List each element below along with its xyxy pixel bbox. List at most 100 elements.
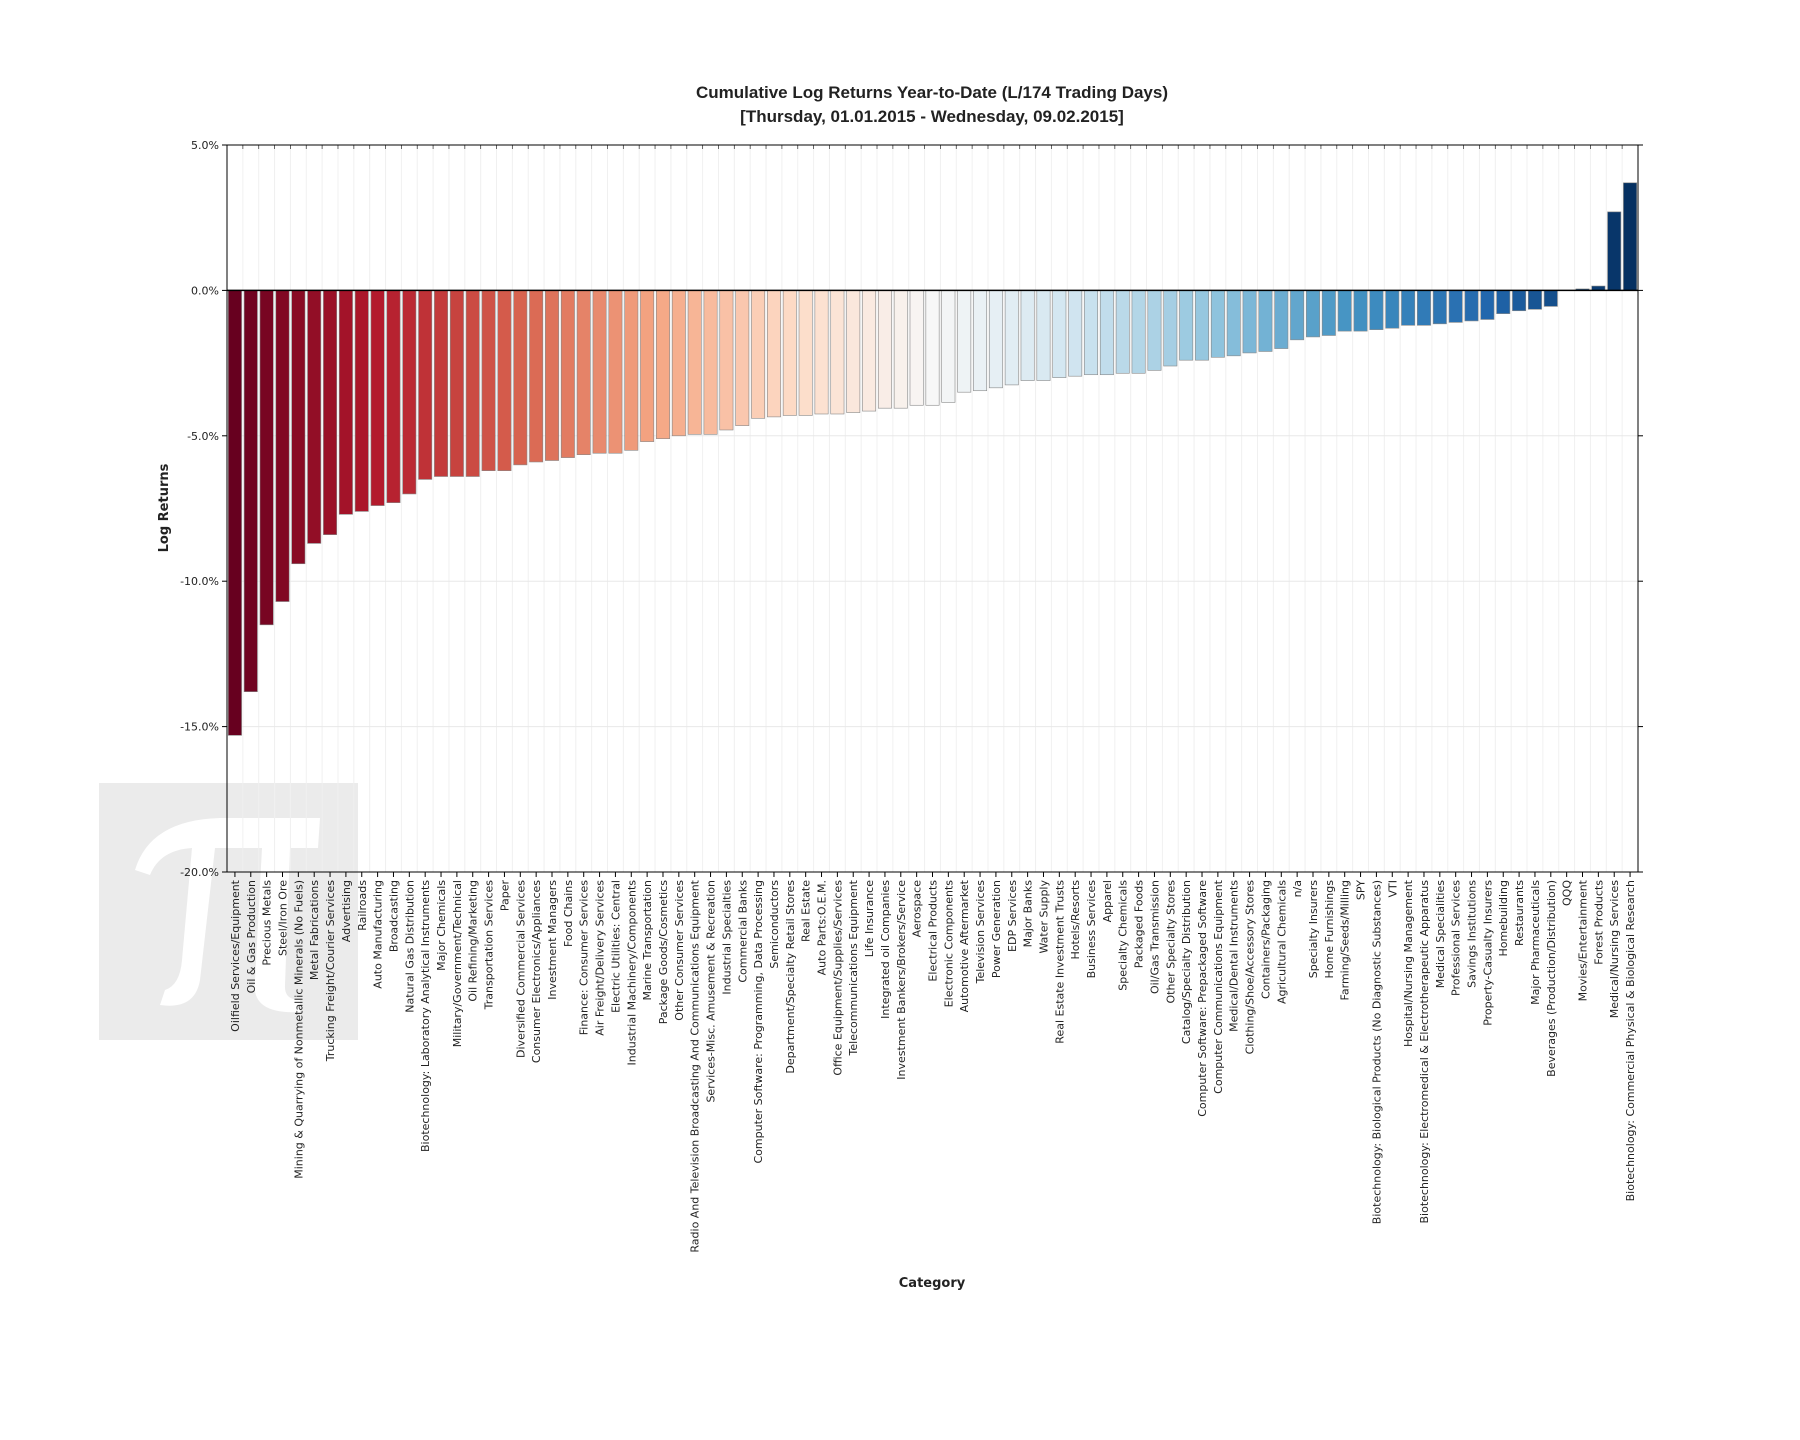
x-tick-label: Semiconductors <box>768 880 781 969</box>
x-tick-label: Biotechnology: Laboratory Analytical Ins… <box>419 880 432 1152</box>
bar <box>513 290 528 466</box>
bar <box>275 290 290 602</box>
x-tick-label: Transportation Services <box>483 880 496 1011</box>
x-tick-label: Homebuilding <box>1497 880 1510 957</box>
bar <box>671 290 686 437</box>
bar <box>1210 290 1225 358</box>
x-tick-label: Specialty Chemicals <box>1117 880 1130 991</box>
x-tick-label: Home Furnishings <box>1323 880 1336 979</box>
x-tick-label: Movies/Entertainment <box>1577 879 1590 1001</box>
x-tick-label: Hotels/Resorts <box>1069 880 1082 960</box>
bar <box>592 290 607 454</box>
x-tick-label: Integrated oil Companies <box>879 880 892 1019</box>
x-tick-label: Business Services <box>1085 880 1098 979</box>
bar <box>973 290 988 392</box>
x-tick-label: Oil & Gas Production <box>245 880 258 993</box>
x-tick-label: Television Services <box>974 880 987 985</box>
x-tick-label: Real Estate <box>800 880 813 942</box>
y-tick-label: -5.0% <box>187 430 219 443</box>
x-tick-label: Medical Specialities <box>1434 880 1447 988</box>
bar <box>1131 290 1146 374</box>
x-tick-label: Military/Government/Technical <box>451 880 464 1047</box>
bar <box>1385 290 1400 329</box>
x-tick-label: Investment Managers <box>546 880 559 1000</box>
bar <box>941 290 956 403</box>
x-tick-label: Medical/Nursing Services <box>1608 880 1621 1018</box>
bar <box>497 290 512 471</box>
x-tick-label: Paper <box>498 880 511 912</box>
x-tick-label: Computer Software: Programming, Data Pro… <box>752 880 765 1164</box>
bar <box>877 290 892 409</box>
x-tick-label: Medical/Dental Instruments <box>1228 880 1241 1032</box>
bar <box>1512 290 1527 312</box>
x-tick-label: Diversified Commercial Services <box>514 880 527 1058</box>
x-tick-label: Other Consumer Services <box>673 880 686 1021</box>
bar <box>1480 290 1495 320</box>
x-tick-label: Commercial Banks <box>736 880 749 983</box>
x-tick-label: Railroads <box>356 880 369 931</box>
bar <box>354 290 369 512</box>
bar <box>1607 211 1622 291</box>
x-tick-label: Trucking Freight/Courier Services <box>324 880 337 1063</box>
x-tick-label: Auto Parts:O.E.M. <box>816 880 829 975</box>
bar <box>846 290 861 413</box>
x-tick-label: Electric Utilities: Central <box>609 880 622 1013</box>
bar <box>798 290 813 416</box>
x-tick-label: Major Pharmaceuticals <box>1529 880 1542 1005</box>
x-tick-label: Forest Products <box>1592 880 1605 965</box>
y-tick-label: -10.0% <box>180 575 219 588</box>
bar <box>259 290 274 626</box>
x-tick-label: Oilfield Services/Equipment <box>229 879 242 1031</box>
bar <box>529 290 544 463</box>
bar <box>925 290 940 406</box>
x-tick-label: Farming/Seeds/Milling <box>1339 880 1352 1000</box>
x-tick-label: EDP Services <box>1006 880 1019 952</box>
y-tick-label: -15.0% <box>180 721 219 734</box>
watermark-logo <box>135 818 320 1013</box>
bar <box>1448 290 1463 323</box>
x-tick-label: Restaurants <box>1513 880 1526 946</box>
x-tick-label: Investment Bankers/Brokers/Service <box>895 880 908 1080</box>
x-tick-label: n/a <box>1291 880 1304 897</box>
bar <box>1527 290 1542 310</box>
y-tick-label: -20.0% <box>180 866 219 879</box>
bar <box>560 290 575 458</box>
bar <box>1369 290 1384 330</box>
bar <box>1004 290 1019 386</box>
x-tick-label: Marine Transportation <box>641 880 654 1001</box>
bar <box>656 290 670 440</box>
x-tick-label: Catalog/Specialty Distribution <box>1180 880 1193 1044</box>
x-tick-label: Beverages (Production/Distribution) <box>1545 880 1558 1077</box>
x-tick-label: Industrial Specialties <box>720 880 733 995</box>
bar <box>1417 290 1431 326</box>
bar <box>687 290 702 435</box>
chart-subtitle: [Thursday, 01.01.2015 - Wednesday, 09.02… <box>740 107 1124 126</box>
bar <box>1432 290 1447 325</box>
bar <box>957 290 972 393</box>
bar <box>1242 290 1257 354</box>
y-axis-label: Log Returns <box>157 463 172 552</box>
chart-title: Cumulative Log Returns Year-to-Date (L/1… <box>696 83 1168 102</box>
x-tick-label: Broadcasting <box>387 880 400 952</box>
plot-frame <box>226 144 1639 873</box>
bar <box>751 290 766 419</box>
x-tick-label: Apparel <box>1101 880 1114 922</box>
x-tick-label: Department/Specialty Retail Stores <box>784 880 797 1074</box>
bar <box>227 290 242 736</box>
x-tick-label: Professional Services <box>1450 880 1463 996</box>
bar <box>402 290 417 495</box>
x-tick-label: Specialty Insurers <box>1307 880 1320 978</box>
bar <box>434 290 448 477</box>
bar <box>576 290 591 456</box>
bar <box>1036 290 1051 381</box>
x-axis-label: Category <box>899 1276 966 1291</box>
bar <box>323 290 338 535</box>
bar <box>624 290 639 451</box>
x-tick-label: Consumer Electronics/Appliances <box>530 880 543 1063</box>
bar <box>291 290 306 565</box>
watermark <box>99 783 358 1040</box>
bar <box>767 290 781 418</box>
x-tick-label: Steel/Iron Ore <box>276 880 289 956</box>
bar <box>1543 290 1558 307</box>
x-tick-label: Oil Refining/Marketing <box>467 880 480 1002</box>
